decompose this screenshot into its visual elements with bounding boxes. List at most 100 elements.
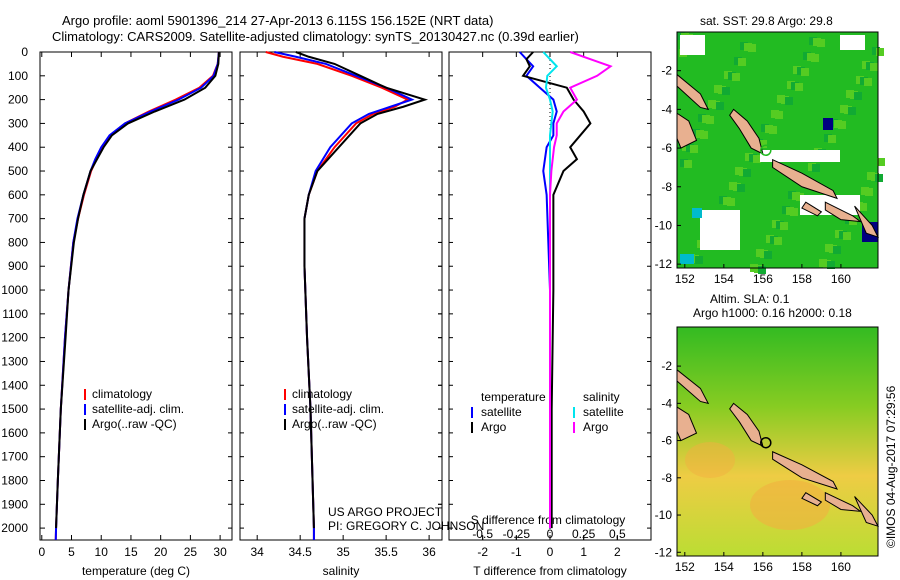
y-tick-label: 1600 bbox=[1, 426, 28, 440]
lat-tick-label: -8 bbox=[661, 471, 672, 485]
argo-float-location-marker bbox=[760, 436, 772, 449]
legend-label: climatology bbox=[92, 387, 152, 401]
legend-label: satellite-adj. clim. bbox=[92, 402, 184, 416]
y-tick-label: 1800 bbox=[1, 473, 28, 487]
legend-label: satellite bbox=[481, 405, 522, 419]
legend-title-salinity: salinity bbox=[583, 390, 620, 404]
lon-tick-label: 160 bbox=[831, 560, 851, 574]
x-tick-label: 2 bbox=[614, 545, 621, 559]
x-tick-label: 10 bbox=[95, 545, 109, 559]
lon-tick-label: 160 bbox=[831, 272, 851, 286]
x-tick-label: 35 bbox=[336, 545, 350, 559]
lon-tick-label: 156 bbox=[753, 272, 773, 286]
land-outline bbox=[729, 402, 764, 448]
lat-tick-label: -10 bbox=[655, 218, 673, 232]
sla-map-title-1: Altim. SLA: 0.1 bbox=[710, 292, 790, 306]
lat-tick-label: -2 bbox=[661, 359, 672, 373]
x-tick-label: 5 bbox=[68, 545, 75, 559]
lon-tick-label: 154 bbox=[714, 560, 734, 574]
land-outline bbox=[801, 492, 823, 507]
x-tick-label: 1 bbox=[580, 545, 587, 559]
y-tick-label: 900 bbox=[8, 259, 28, 273]
land-outline bbox=[824, 201, 863, 223]
series-line-argo-raw-qc- bbox=[55, 51, 220, 529]
lon-tick-label: 154 bbox=[714, 272, 734, 286]
y-tick-label: 1400 bbox=[1, 378, 28, 392]
series-line-argo-raw-qc- bbox=[295, 51, 429, 529]
x-tick-label: 35.5 bbox=[374, 545, 398, 559]
x-tick-label: 30 bbox=[213, 545, 227, 559]
y-tick-label: 200 bbox=[8, 93, 28, 107]
lat-tick-label: -6 bbox=[661, 141, 672, 155]
x-tick-label: 25 bbox=[184, 545, 198, 559]
y-tick-label: 1100 bbox=[2, 307, 28, 321]
y-tick-label: 100 bbox=[8, 69, 28, 83]
land-outline bbox=[772, 158, 839, 200]
s-tick-label: 0.25 bbox=[572, 527, 596, 541]
s-tick-label: -0.25 bbox=[503, 527, 531, 541]
y-tick-label: 500 bbox=[8, 164, 28, 178]
legend-label: satellite bbox=[583, 405, 624, 419]
series-line-s-argo bbox=[549, 51, 613, 529]
x-tick-label: 20 bbox=[154, 545, 168, 559]
land-outline bbox=[824, 491, 863, 512]
y-tick-label: 0 bbox=[21, 45, 28, 59]
x-tick-label: 15 bbox=[124, 545, 138, 559]
land-outline bbox=[801, 201, 823, 217]
lat-tick-label: -8 bbox=[661, 180, 672, 194]
lat-tick-label: -6 bbox=[661, 434, 672, 448]
y-tick-label: 1500 bbox=[1, 402, 28, 416]
series-line-t-satellite bbox=[518, 51, 558, 529]
sla-map-title-2: Argo h1000: 0.16 h2000: 0.18 bbox=[693, 306, 852, 320]
lon-tick-label: 152 bbox=[675, 560, 695, 574]
copyright-label: ©IMOS 04-Aug-2017 07:29:56 bbox=[884, 385, 898, 548]
sst-map-title: sat. SST: 29.8 Argo: 29.8 bbox=[700, 14, 833, 28]
lon-tick-label: 158 bbox=[792, 560, 812, 574]
argo-float-location-marker bbox=[760, 144, 772, 157]
sla-map bbox=[676, 326, 880, 557]
title-line-2: Climatology: CARS2009. Satellite-adjuste… bbox=[52, 29, 579, 44]
lon-tick-label: 156 bbox=[753, 560, 773, 574]
land-outline bbox=[772, 450, 839, 490]
x-tick-label: 34 bbox=[251, 545, 265, 559]
y-tick-label: 1000 bbox=[1, 283, 28, 297]
lat-tick-label: -4 bbox=[661, 102, 672, 116]
project-label: US ARGO PROJECT bbox=[328, 505, 443, 519]
s-tick-label: 0 bbox=[547, 527, 554, 541]
plot-frame-0 bbox=[39, 51, 233, 541]
y-tick-label: 400 bbox=[8, 140, 28, 154]
s-tick-label: -0.5 bbox=[472, 527, 493, 541]
s-axis-label: S difference from climatology bbox=[471, 513, 626, 527]
series-line-climatology bbox=[54, 51, 220, 541]
sst-map bbox=[676, 31, 885, 274]
lat-tick-label: -2 bbox=[661, 64, 672, 78]
legend-label: Argo bbox=[481, 420, 507, 434]
land-outline bbox=[729, 108, 764, 155]
plot-frame-1 bbox=[239, 51, 443, 541]
legend-title-temperature: temperature bbox=[481, 390, 546, 404]
legend-label: climatology bbox=[292, 387, 352, 401]
x-tick-label: -2 bbox=[477, 545, 488, 559]
x-axis-label: salinity bbox=[323, 564, 360, 578]
pi-label: PI: GREGORY C. JOHNSON bbox=[328, 519, 485, 533]
x-tick-label: 36 bbox=[422, 545, 436, 559]
x-tick-label: 0 bbox=[38, 545, 45, 559]
y-tick-label: 700 bbox=[8, 212, 28, 226]
series-line-t-argo bbox=[521, 51, 592, 529]
y-tick-label: 800 bbox=[8, 235, 28, 249]
y-tick-label: 600 bbox=[8, 188, 28, 202]
lon-tick-label: 152 bbox=[675, 272, 695, 286]
x-axis-label: T difference from climatology bbox=[473, 564, 627, 578]
map-frame bbox=[676, 31, 879, 269]
y-tick-label: 1200 bbox=[1, 331, 28, 345]
legend-label: satellite-adj. clim. bbox=[292, 402, 384, 416]
y-tick-label: 300 bbox=[8, 116, 28, 130]
legend-label: Argo(..raw -QC) bbox=[292, 417, 377, 431]
lat-tick-label: -12 bbox=[655, 545, 673, 559]
x-tick-label: -1 bbox=[511, 545, 522, 559]
y-tick-label: 1900 bbox=[1, 497, 28, 511]
series-line-satellite-adj-clim- bbox=[54, 51, 220, 541]
map-frame bbox=[676, 326, 879, 557]
